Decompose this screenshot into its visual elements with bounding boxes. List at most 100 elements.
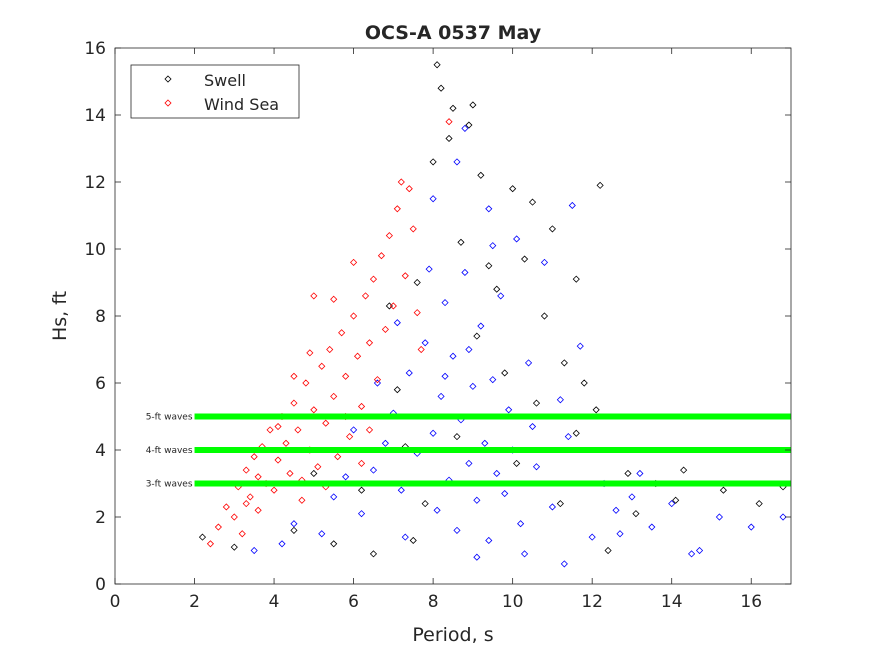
reference-line-label: 3-ft waves bbox=[146, 480, 193, 490]
point-wind-sea bbox=[274, 456, 282, 464]
point-swell bbox=[457, 238, 465, 246]
point-other bbox=[429, 195, 437, 203]
point-other bbox=[628, 493, 636, 501]
point-wind-sea bbox=[397, 178, 405, 186]
point-swell bbox=[572, 429, 580, 437]
point-other bbox=[524, 359, 533, 367]
point-wind-sea bbox=[353, 352, 362, 360]
point-swell bbox=[521, 255, 529, 263]
point-other bbox=[473, 553, 481, 561]
point-other bbox=[453, 158, 461, 166]
legend-swell-marker bbox=[164, 75, 172, 83]
point-other bbox=[405, 369, 413, 377]
point-other bbox=[429, 429, 437, 437]
point-swell bbox=[719, 486, 727, 494]
point-wind-sea bbox=[270, 486, 278, 494]
point-other bbox=[521, 550, 529, 558]
point-wind-sea bbox=[318, 362, 326, 370]
point-swell bbox=[672, 496, 680, 504]
point-other bbox=[528, 422, 537, 431]
point-other bbox=[489, 242, 497, 250]
y-tick-label: 16 bbox=[84, 39, 106, 59]
point-other bbox=[421, 339, 429, 347]
y-axis-label: Hs, ft bbox=[49, 291, 71, 341]
point-wind-sea bbox=[298, 496, 306, 504]
point-wind-sea bbox=[381, 325, 389, 333]
point-other bbox=[497, 292, 505, 300]
point-other bbox=[695, 546, 704, 555]
y-tick-label: 12 bbox=[84, 173, 106, 193]
point-wind-sea bbox=[206, 540, 215, 548]
point-other bbox=[469, 382, 477, 390]
point-wind-sea bbox=[314, 463, 322, 471]
point-wind-sea bbox=[238, 530, 246, 538]
point-wind-sea bbox=[445, 118, 453, 126]
legend-wind-sea-marker bbox=[164, 99, 172, 107]
y-tick-label: 6 bbox=[95, 374, 106, 394]
point-other bbox=[715, 513, 723, 521]
point-swell bbox=[532, 399, 541, 407]
point-other bbox=[540, 258, 549, 266]
point-other bbox=[560, 560, 568, 568]
point-swell bbox=[540, 312, 549, 320]
y-tick-label: 4 bbox=[95, 441, 106, 461]
point-swell bbox=[433, 61, 441, 69]
point-wind-sea bbox=[409, 225, 417, 233]
point-other bbox=[636, 469, 644, 478]
point-swell bbox=[509, 185, 517, 193]
point-swell bbox=[501, 369, 509, 377]
point-swell bbox=[680, 466, 688, 474]
point-wind-sea bbox=[294, 426, 302, 434]
point-wind-sea bbox=[346, 433, 354, 441]
point-other bbox=[425, 265, 433, 273]
point-swell bbox=[528, 198, 537, 206]
point-other bbox=[493, 469, 501, 478]
point-wind-sea bbox=[322, 419, 330, 427]
point-wind-sea bbox=[365, 426, 374, 434]
reference-line-label: 5-ft waves bbox=[146, 413, 193, 423]
point-wind-sea bbox=[338, 329, 346, 337]
point-swell bbox=[624, 469, 632, 478]
x-tick-label: 8 bbox=[428, 592, 439, 612]
x-tick-label: 14 bbox=[661, 592, 683, 612]
y-tick-label: 10 bbox=[84, 240, 106, 260]
point-other bbox=[505, 406, 513, 414]
point-wind-sea bbox=[377, 252, 385, 260]
point-wind-sea bbox=[361, 292, 370, 300]
point-other bbox=[668, 500, 676, 508]
y-tick-label: 14 bbox=[84, 106, 106, 126]
point-wind-sea bbox=[413, 309, 421, 317]
legend-swell-label: Swell bbox=[204, 71, 246, 90]
point-other bbox=[648, 523, 656, 531]
point-wind-sea bbox=[254, 473, 262, 481]
point-swell bbox=[310, 469, 318, 478]
point-wind-sea bbox=[330, 392, 338, 400]
point-wind-sea bbox=[342, 372, 350, 380]
point-swell bbox=[230, 543, 238, 551]
point-wind-sea bbox=[310, 406, 318, 414]
point-wind-sea bbox=[274, 422, 282, 431]
point-wind-sea bbox=[310, 292, 318, 300]
point-wind-sea bbox=[286, 469, 294, 478]
point-swell bbox=[592, 406, 600, 414]
point-wind-sea bbox=[326, 345, 334, 354]
x-tick-label: 0 bbox=[110, 592, 121, 612]
point-wind-sea bbox=[357, 402, 366, 411]
point-other bbox=[357, 510, 366, 518]
point-wind-sea bbox=[401, 272, 409, 280]
point-wind-sea bbox=[290, 372, 298, 380]
point-wind-sea bbox=[357, 459, 366, 467]
point-other bbox=[342, 473, 350, 481]
point-wind-sea bbox=[230, 513, 238, 521]
point-swell bbox=[596, 181, 604, 189]
point-wind-sea bbox=[282, 439, 290, 447]
point-other bbox=[433, 506, 441, 514]
point-wind-sea bbox=[302, 379, 310, 387]
point-swell bbox=[548, 225, 556, 233]
point-swell bbox=[556, 500, 564, 508]
x-tick-label: 16 bbox=[740, 592, 762, 612]
point-swell bbox=[330, 540, 338, 548]
point-swell bbox=[469, 101, 477, 109]
